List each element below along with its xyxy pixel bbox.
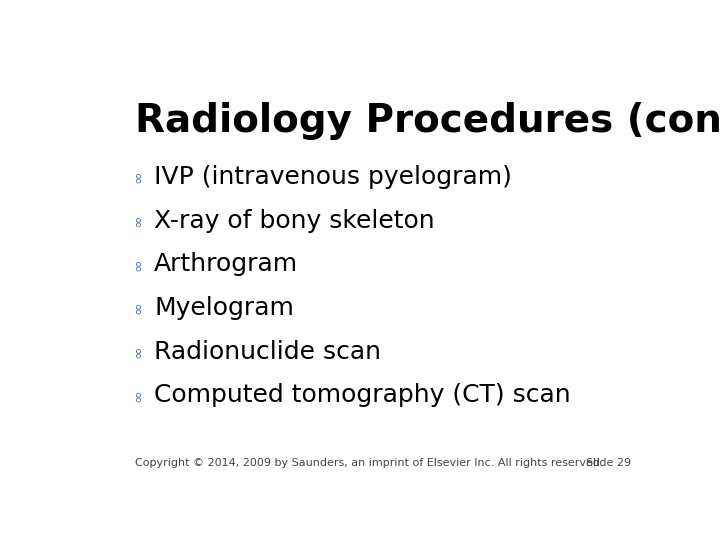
- Text: ∞: ∞: [130, 389, 145, 402]
- Text: Slide 29: Slide 29: [586, 458, 631, 468]
- Text: ∞: ∞: [130, 171, 145, 184]
- Text: Myelogram: Myelogram: [154, 296, 294, 320]
- Text: Radionuclide scan: Radionuclide scan: [154, 340, 381, 364]
- Text: IVP (intravenous pyelogram): IVP (intravenous pyelogram): [154, 165, 512, 189]
- Text: ∞: ∞: [130, 258, 145, 271]
- Text: Copyright © 2014, 2009 by Saunders, an imprint of Elsevier Inc. All rights reser: Copyright © 2014, 2009 by Saunders, an i…: [135, 458, 603, 468]
- Text: ∞: ∞: [130, 345, 145, 358]
- Text: Radiology Procedures (cont’d): Radiology Procedures (cont’d): [135, 102, 720, 140]
- Text: X-ray of bony skeleton: X-ray of bony skeleton: [154, 209, 435, 233]
- Text: Computed tomography (CT) scan: Computed tomography (CT) scan: [154, 383, 571, 407]
- Text: ∞: ∞: [130, 214, 145, 227]
- Text: ∞: ∞: [130, 302, 145, 314]
- Text: Arthrogram: Arthrogram: [154, 252, 298, 276]
